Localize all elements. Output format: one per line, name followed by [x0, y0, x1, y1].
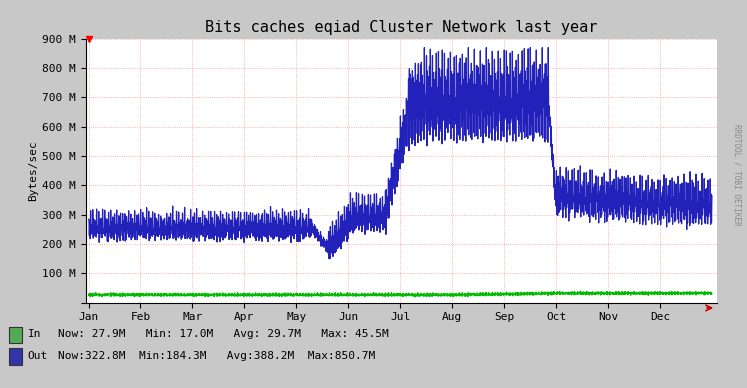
Y-axis label: Bytes/sec: Bytes/sec [28, 140, 38, 201]
Text: Now: 27.9M   Min: 17.0M   Avg: 29.7M   Max: 45.5M: Now: 27.9M Min: 17.0M Avg: 29.7M Max: 45… [58, 329, 388, 340]
Text: Now:322.8M  Min:184.3M   Avg:388.2M  Max:850.7M: Now:322.8M Min:184.3M Avg:388.2M Max:850… [58, 351, 375, 361]
Text: In: In [28, 329, 41, 340]
Text: Out: Out [28, 351, 48, 361]
Text: RRDTOOL / TOBI OETIKER: RRDTOOL / TOBI OETIKER [733, 124, 742, 225]
Title: Bits caches eqiad Cluster Network last year: Bits caches eqiad Cluster Network last y… [205, 20, 598, 35]
